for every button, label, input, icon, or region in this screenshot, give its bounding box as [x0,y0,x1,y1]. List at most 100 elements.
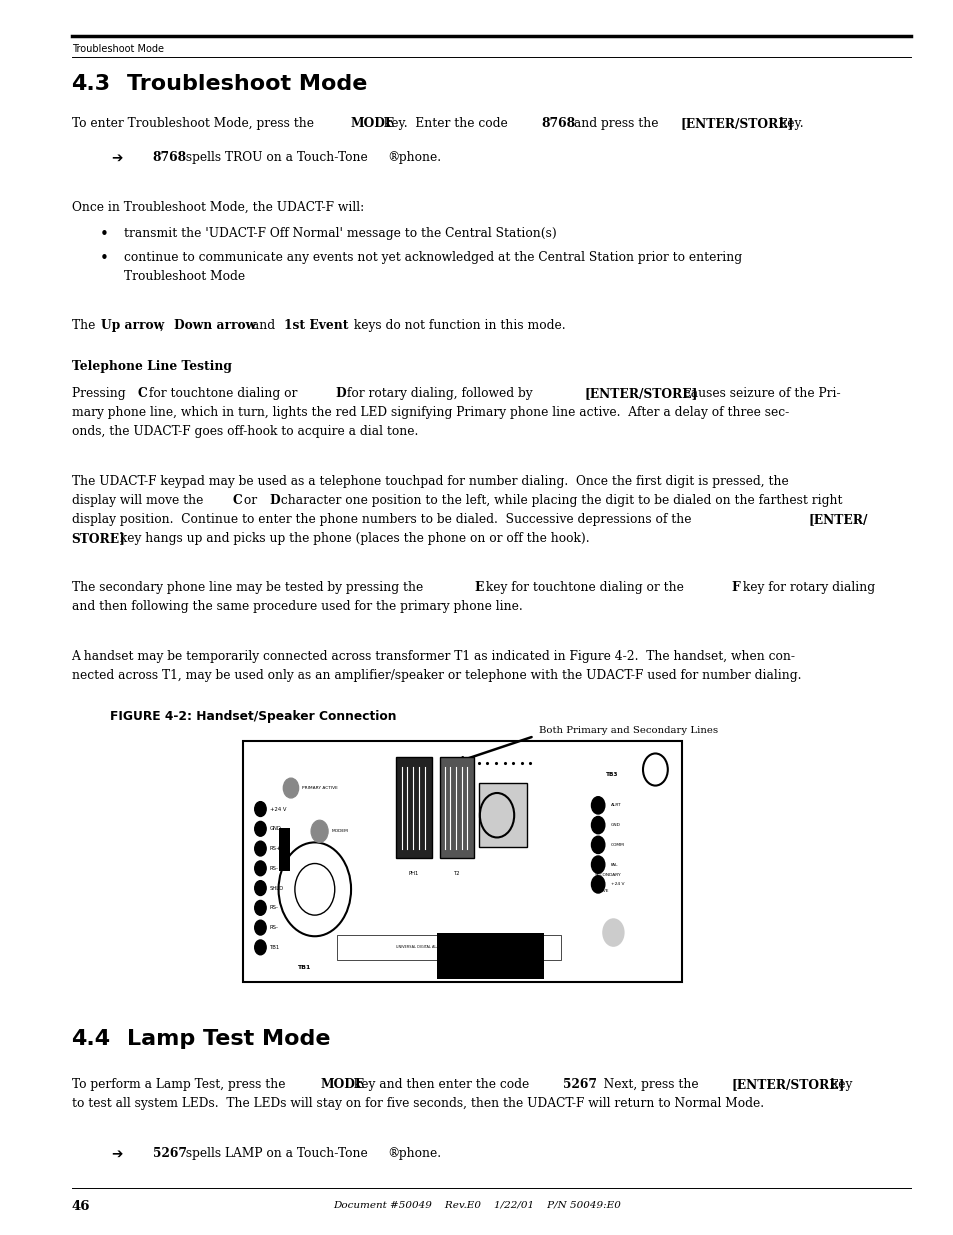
Text: The UDACT-F keypad may be used as a telephone touchpad for number dialing.  Once: The UDACT-F keypad may be used as a tele… [71,474,787,488]
Text: 1st Event: 1st Event [284,319,349,332]
Bar [336,935,560,960]
Bar [439,757,474,858]
Text: ALRT: ALRT [610,803,620,808]
Text: spells TROU on a Touch-Tone: spells TROU on a Touch-Tone [182,151,367,164]
Text: D: D [270,494,280,506]
Text: ®: ® [387,151,399,164]
Text: C: C [137,387,147,400]
Text: [ENTER/: [ENTER/ [808,513,867,526]
Text: [ENTER/STORE]: [ENTER/STORE] [584,387,698,400]
Text: 8768: 8768 [152,151,187,164]
Text: onds, the UDACT-F goes off-hook to acquire a dial tone.: onds, the UDACT-F goes off-hook to acqui… [71,425,417,438]
Circle shape [283,778,298,798]
Text: [ENTER/STORE]: [ENTER/STORE] [731,1078,844,1092]
Text: C: C [233,494,242,506]
Text: GND: GND [610,823,619,827]
Text: key and then enter the code: key and then enter the code [350,1078,533,1092]
Text: key.: key. [775,117,802,131]
Text: ACTIVE: ACTIVE [594,889,609,893]
Text: •: • [100,227,109,242]
Bar [436,932,543,979]
Text: 5267: 5267 [152,1146,187,1160]
Circle shape [591,836,604,853]
Text: GND: GND [270,826,281,831]
Text: phone.: phone. [395,151,440,164]
Text: Up arrow: Up arrow [101,319,164,332]
Text: phone.: phone. [395,1146,440,1160]
Text: ➔: ➔ [112,151,123,165]
Text: FIGURE 4-2: Handset/Speaker Connection: FIGURE 4-2: Handset/Speaker Connection [110,710,395,724]
Circle shape [591,816,604,834]
Text: Telephone Line Testing: Telephone Line Testing [71,361,232,373]
Text: Document #50049    Rev.E0    1/22/01    P/N 50049:E0: Document #50049 Rev.E0 1/22/01 P/N 50049… [333,1200,620,1209]
Bar [478,783,526,847]
Text: 4.3: 4.3 [71,74,111,94]
Text: and: and [247,319,278,332]
Text: Down arrow: Down arrow [174,319,256,332]
Bar [243,741,681,982]
Circle shape [254,881,266,895]
Text: PRIMARY ACTIVE: PRIMARY ACTIVE [302,785,338,790]
Text: RS-: RS- [270,866,278,871]
Text: E: E [475,582,484,594]
Text: The secondary phone line may be tested by pressing the: The secondary phone line may be tested b… [71,582,426,594]
Text: character one position to the left, while placing the digit to be dialed on the : character one position to the left, whil… [276,494,841,506]
Text: display position.  Continue to enter the phone numbers to be dialed.  Successive: display position. Continue to enter the … [71,513,694,526]
Text: TB3: TB3 [605,772,618,777]
Text: +24 V: +24 V [270,806,286,811]
Text: continue to communicate any events not yet acknowledged at the Central Station p: continue to communicate any events not y… [124,251,741,264]
Text: The: The [71,319,99,332]
Text: SHLD: SHLD [270,885,284,890]
Text: nected across T1, may be used only as an amplifier/speaker or telephone with the: nected across T1, may be used only as an… [71,669,801,682]
Text: [ENTER/STORE]: [ENTER/STORE] [679,117,793,131]
Text: Troubleshoot Mode: Troubleshoot Mode [71,44,163,54]
Text: Both Primary and Secondary Lines: Both Primary and Secondary Lines [538,726,718,735]
Text: PH1: PH1 [409,871,418,876]
Circle shape [254,920,266,935]
Text: or: or [240,494,261,506]
Text: RS-: RS- [270,905,278,910]
Text: ®: ® [387,1146,399,1160]
Text: COMM: COMM [610,842,624,847]
Text: TB1: TB1 [296,965,310,969]
Text: MODE: MODE [350,117,394,131]
Text: RS-: RS- [270,925,278,930]
Text: F: F [731,582,740,594]
Bar [278,827,290,871]
Circle shape [591,876,604,893]
Text: To perform a Lamp Test, press the: To perform a Lamp Test, press the [71,1078,289,1092]
Text: key for rotary dialing: key for rotary dialing [739,582,874,594]
Text: key hangs up and picks up the phone (places the phone on or off the hook).: key hangs up and picks up the phone (pla… [115,532,589,545]
Text: for touchtone dialing or: for touchtone dialing or [145,387,301,400]
Text: 8768: 8768 [540,117,575,131]
Circle shape [254,940,266,955]
Text: +24 V: +24 V [610,882,623,887]
Text: T2: T2 [454,871,459,876]
Text: mary phone line, which in turn, lights the red LED signifying Primary phone line: mary phone line, which in turn, lights t… [71,406,788,419]
Text: To enter Troubleshoot Mode, press the: To enter Troubleshoot Mode, press the [71,117,317,131]
Text: 5267: 5267 [562,1078,597,1092]
Text: STORE]: STORE] [71,532,125,545]
Text: FAL: FAL [610,862,618,867]
Text: A handset may be temporarily connected across transformer T1 as indicated in Fig: A handset may be temporarily connected a… [71,650,795,663]
Text: Once in Troubleshoot Mode, the UDACT-F will:: Once in Troubleshoot Mode, the UDACT-F w… [71,200,363,214]
Text: and press the: and press the [570,117,662,131]
Circle shape [591,797,604,814]
Text: Troubleshoot Mode: Troubleshoot Mode [124,269,245,283]
Circle shape [254,802,266,816]
Text: RS+: RS+ [270,846,281,851]
Circle shape [602,919,623,946]
Bar [395,757,432,858]
Text: key: key [826,1078,851,1092]
Text: 4.4: 4.4 [71,1029,111,1049]
Text: and then following the same procedure used for the primary phone line.: and then following the same procedure us… [71,600,521,614]
Text: spells LAMP on a Touch-Tone: spells LAMP on a Touch-Tone [182,1146,367,1160]
Text: •: • [100,251,109,266]
Text: causes seizure of the Pri-: causes seizure of the Pri- [679,387,840,400]
Text: key for touchtone dialing or the: key for touchtone dialing or the [481,582,687,594]
Circle shape [254,821,266,836]
Circle shape [254,861,266,876]
Text: MODEM: MODEM [332,829,349,834]
Text: 46: 46 [71,1200,90,1214]
Circle shape [254,841,266,856]
